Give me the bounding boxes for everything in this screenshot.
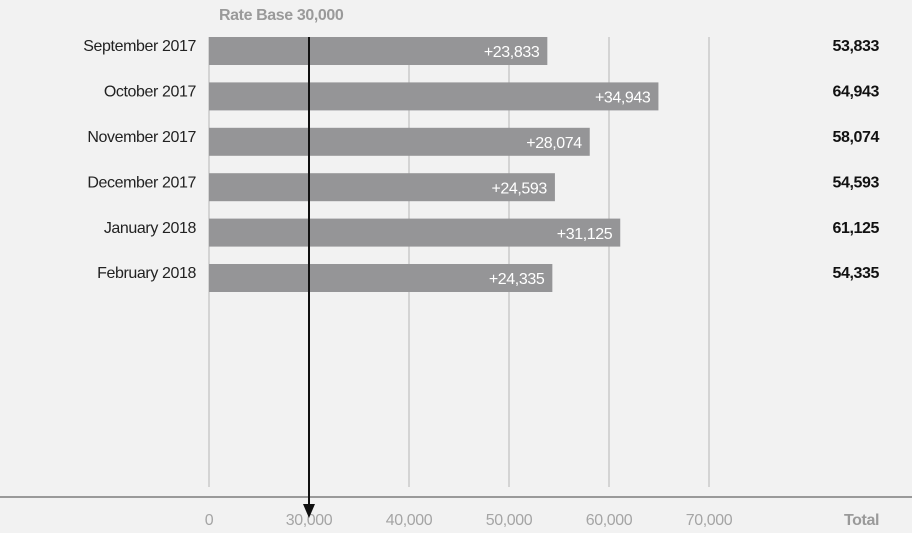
increment-label: +24,335 xyxy=(489,271,545,288)
x-tick-label: 30,000 xyxy=(286,512,333,529)
bar xyxy=(209,218,621,247)
increment-label: +24,593 xyxy=(491,180,547,197)
x-tick-label: 70,000 xyxy=(686,512,733,529)
x-tick-label: 0 xyxy=(205,512,214,529)
total-label: 61,125 xyxy=(832,220,879,237)
increment-label: +28,074 xyxy=(526,135,582,152)
total-label: 54,335 xyxy=(832,265,879,282)
total-header: Total xyxy=(844,512,879,529)
rate-base-arrow xyxy=(303,504,315,518)
x-tick-label: 50,000 xyxy=(486,512,533,529)
category-label: September 2017 xyxy=(83,38,196,55)
increment-label: +31,125 xyxy=(557,226,613,243)
category-label: October 2017 xyxy=(104,84,197,101)
x-tick-label: 60,000 xyxy=(586,512,633,529)
bar xyxy=(209,173,555,202)
total-label: 58,074 xyxy=(832,129,879,146)
total-label: 64,943 xyxy=(832,84,879,101)
increment-label: +23,833 xyxy=(484,44,540,61)
total-label: 54,593 xyxy=(832,174,879,191)
bar xyxy=(209,127,590,156)
x-tick-label: 40,000 xyxy=(386,512,433,529)
category-label: January 2018 xyxy=(104,220,197,237)
category-label: December 2017 xyxy=(87,174,196,191)
category-label: February 2018 xyxy=(97,265,196,282)
bar xyxy=(209,264,553,292)
total-label: 53,833 xyxy=(832,38,879,55)
increment-label: +34,943 xyxy=(595,90,651,107)
category-label: November 2017 xyxy=(87,129,196,146)
bar xyxy=(209,82,659,111)
rate-base-label: Rate Base 30,000 xyxy=(219,7,344,24)
bar xyxy=(209,37,548,65)
